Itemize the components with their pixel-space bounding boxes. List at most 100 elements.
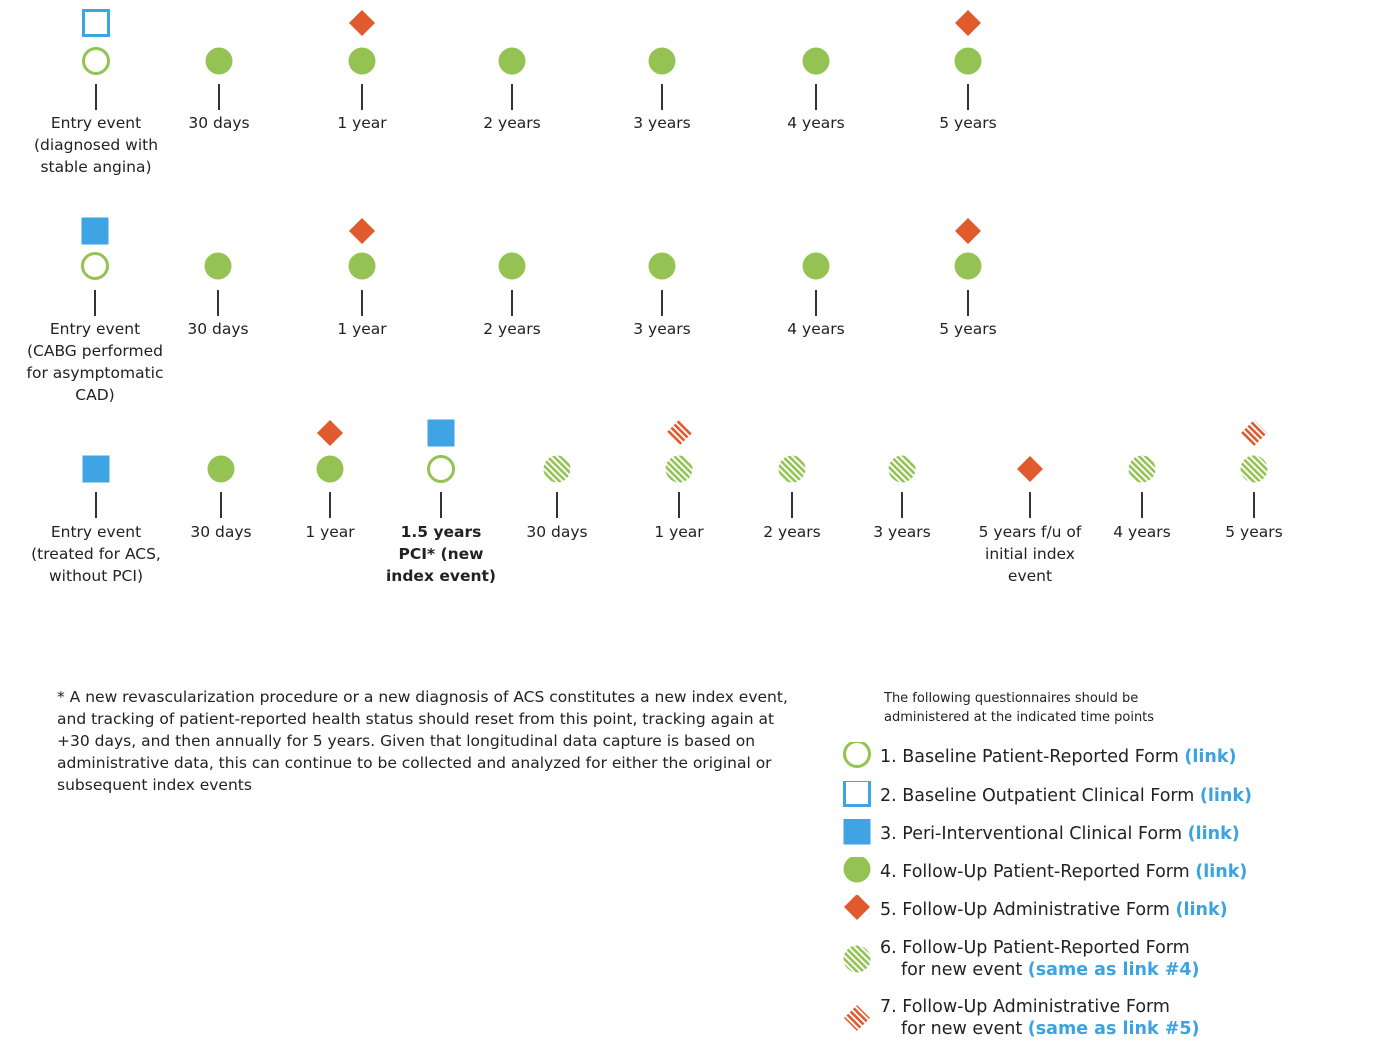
followup-patient-reported-icon [498,252,526,280]
followup-administrative-icon [955,10,981,36]
tick-label-line: 4 years [787,114,845,132]
tick-label-line: for asymptomatic [26,364,164,382]
peri-interventional-clinical-shape [843,819,871,845]
tick-label-line: 30 days [187,320,249,338]
timelines-diagram [81,9,1362,518]
tick-label-line: index event) [385,567,497,585]
legend-item-label: 2. Baseline Outpatient Clinical Form [880,786,1200,806]
legend-item-text: 7. Follow-Up Administrative Form [880,996,1170,1018]
followup-patient-reported-icon [205,47,233,75]
legend-item-link[interactable]: (link) [1175,900,1228,920]
new-event-administrative-shape [844,1005,870,1031]
tick-label-line: 1.5 years [400,523,482,541]
new-event-patient-reported-icon [665,455,693,483]
tick-label-line: 30 days [190,523,252,541]
followup-patient-reported-icon [498,47,526,75]
tick-label: 1 year [337,318,386,340]
tick-label-line: PCI* (new [398,545,484,563]
tick-label-line: Entry event [49,320,141,338]
tick-label-line: 3 years [633,114,691,132]
peri-interventional-clinical-icon [843,819,871,845]
tick-label-line: initial index [985,545,1075,563]
baseline-patient-reported-icon [82,47,110,75]
tick-label: 30 days [190,521,251,543]
tick-label: 3 years [873,521,930,543]
legend-item-text: 3. Peri-Interventional Clinical Form (li… [880,823,1240,845]
tick-label-line: 2 years [763,523,821,541]
tick-label-line: 1 year [337,114,387,132]
legend-item-label: 3. Peri-Interventional Clinical Form [880,824,1188,844]
followup-administrative-icon [844,895,870,920]
tick-label-line: (treated for ACS, [31,545,161,563]
tick-label-line: 5 years [939,320,997,338]
tick-label-line: 4 years [1113,523,1171,541]
baseline-patient-reported-icon [81,252,109,280]
followup-patient-reported-icon [648,252,676,280]
followup-administrative-icon [349,218,375,244]
tick-label-line: 30 days [526,523,588,541]
legend-item-label: 1. Baseline Patient-Reported Form [880,747,1185,767]
new-event-administrative-icon [1241,420,1267,446]
tick-label-line: 2 years [483,114,541,132]
tick-label: 5 years [939,318,996,340]
tick-label: 1 year [654,521,703,543]
tick-label-line: Entry event [50,114,142,132]
tick-label-line: CAD) [75,386,115,404]
legend-item-link[interactable]: (link) [1195,862,1248,882]
new-event-administrative-icon [666,420,692,446]
peri-interventional-clinical-icon [82,455,110,483]
followup-patient-reported-icon [348,252,376,280]
legend-intro-line-2: administered at the indicated time point… [884,710,1155,725]
legend-intro-line-1: The following questionnaires should be [884,691,1139,706]
legend-item-link[interactable]: (same as link #5) [1027,1019,1200,1039]
tick-label-line: 1 year [654,523,704,541]
tick-label: 1 year [337,112,386,134]
timeline-cabg-asymptomatic [81,217,1362,316]
legend-item-link[interactable]: (link) [1199,786,1252,806]
baseline-patient-reported-icon [843,742,871,768]
legend-item-link[interactable]: (link) [1187,824,1240,844]
tick-label: Entry event (diagnosed with stable angina) [34,112,158,178]
tick-label: 30 days [187,318,248,340]
followup-administrative-icon [955,218,981,244]
tick-label-line: 5 years [939,114,997,132]
tick-label: 30 days [526,521,587,543]
tick-label: 1.5 years PCI* (new index event) [386,521,496,587]
legend-item-sublabel: for new event [901,960,1028,980]
peri-interventional-clinical-icon [427,419,455,447]
legend-item-link[interactable]: (link) [1184,747,1237,767]
followup-patient-reported-icon [648,47,676,75]
tick-label-line: 5 years [1225,523,1283,541]
followup-patient-reported-shape [843,857,871,883]
tick-label-line: 3 years [873,523,931,541]
tick-label: 3 years [633,112,690,134]
followup-patient-reported-icon [316,455,344,483]
baseline-outpatient-clinical-icon [82,9,110,37]
tick-label-line: Entry event [50,523,142,541]
tick-label: 30 days [188,112,249,134]
legend-item-text: 2. Baseline Outpatient Clinical Form (li… [880,785,1252,807]
legend-item-sublabel: for new event [901,1019,1028,1039]
tick-label-line: 2 years [483,320,541,338]
tick-label: Entry event (treated for ACS, without PCI) [31,521,161,587]
followup-administrative-shape [844,895,870,920]
new-event-patient-reported-icon [778,455,806,483]
followup-patient-reported-icon [954,252,982,280]
tick-label-line: (CABG performed [26,342,164,360]
footnote-text: * A new revascularization procedure or a… [57,688,788,794]
legend-intro: The following questionnaires should be a… [884,689,1154,727]
tick-label-line: 5 years f/u of [978,523,1082,541]
timeline-stable-angina [82,9,1362,110]
tick-label: 2 years [763,521,820,543]
legend-item-link[interactable]: (same as link #4) [1027,960,1200,980]
baseline-patient-reported-shape [843,742,871,768]
followup-patient-reported-icon [954,47,982,75]
tick-label: 3 years [633,318,690,340]
followup-patient-reported-icon [802,47,830,75]
tick-label: 4 years [1113,521,1170,543]
new-event-patient-reported-icon [1240,455,1268,483]
tick-label-line: 30 days [188,114,250,132]
followup-patient-reported-icon [802,252,830,280]
tick-label: 4 years [787,112,844,134]
tick-label-line: (diagnosed with [33,136,159,154]
